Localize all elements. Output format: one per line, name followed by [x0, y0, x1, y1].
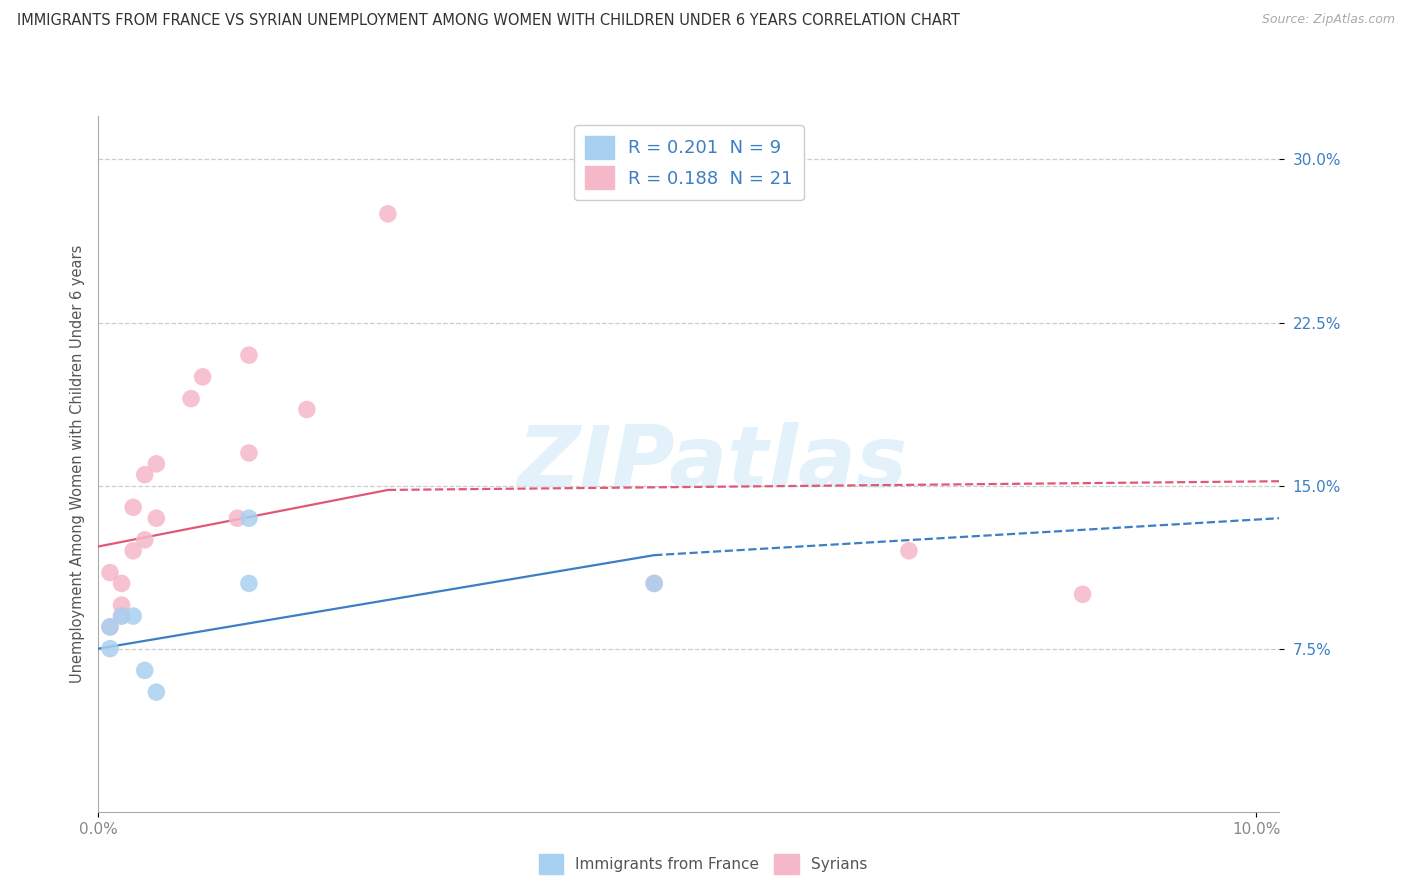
Text: IMMIGRANTS FROM FRANCE VS SYRIAN UNEMPLOYMENT AMONG WOMEN WITH CHILDREN UNDER 6 : IMMIGRANTS FROM FRANCE VS SYRIAN UNEMPLO…: [17, 13, 960, 29]
Point: [145, 685, 167, 699]
Point: [897, 544, 920, 558]
Point: [110, 576, 132, 591]
Legend: R = 0.201  N = 9, R = 0.188  N = 21: R = 0.201 N = 9, R = 0.188 N = 21: [574, 125, 804, 201]
Point: [145, 457, 167, 471]
Point: [226, 511, 249, 525]
Point: [110, 609, 132, 624]
Point: [238, 348, 260, 362]
Point: [377, 207, 399, 221]
Legend: Immigrants from France, Syrians: Immigrants from France, Syrians: [533, 848, 873, 880]
Point: [98, 566, 121, 580]
Text: Source: ZipAtlas.com: Source: ZipAtlas.com: [1261, 13, 1395, 27]
Point: [122, 544, 145, 558]
Text: ZIPatlas: ZIPatlas: [517, 422, 908, 506]
Point: [134, 533, 156, 547]
Point: [98, 620, 121, 634]
Point: [110, 598, 132, 612]
Point: [191, 369, 214, 384]
Point: [122, 500, 145, 515]
Point: [238, 446, 260, 460]
Point: [134, 664, 156, 678]
Point: [238, 511, 260, 525]
Point: [134, 467, 156, 482]
Y-axis label: Unemployment Among Women with Children Under 6 years: Unemployment Among Women with Children U…: [69, 244, 84, 683]
Point: [98, 641, 121, 656]
Point: [643, 576, 665, 591]
Point: [180, 392, 202, 406]
Point: [145, 511, 167, 525]
Point: [643, 576, 665, 591]
Point: [238, 576, 260, 591]
Point: [122, 609, 145, 624]
Point: [295, 402, 318, 417]
Point: [98, 620, 121, 634]
Point: [110, 609, 132, 624]
Point: [1071, 587, 1094, 601]
